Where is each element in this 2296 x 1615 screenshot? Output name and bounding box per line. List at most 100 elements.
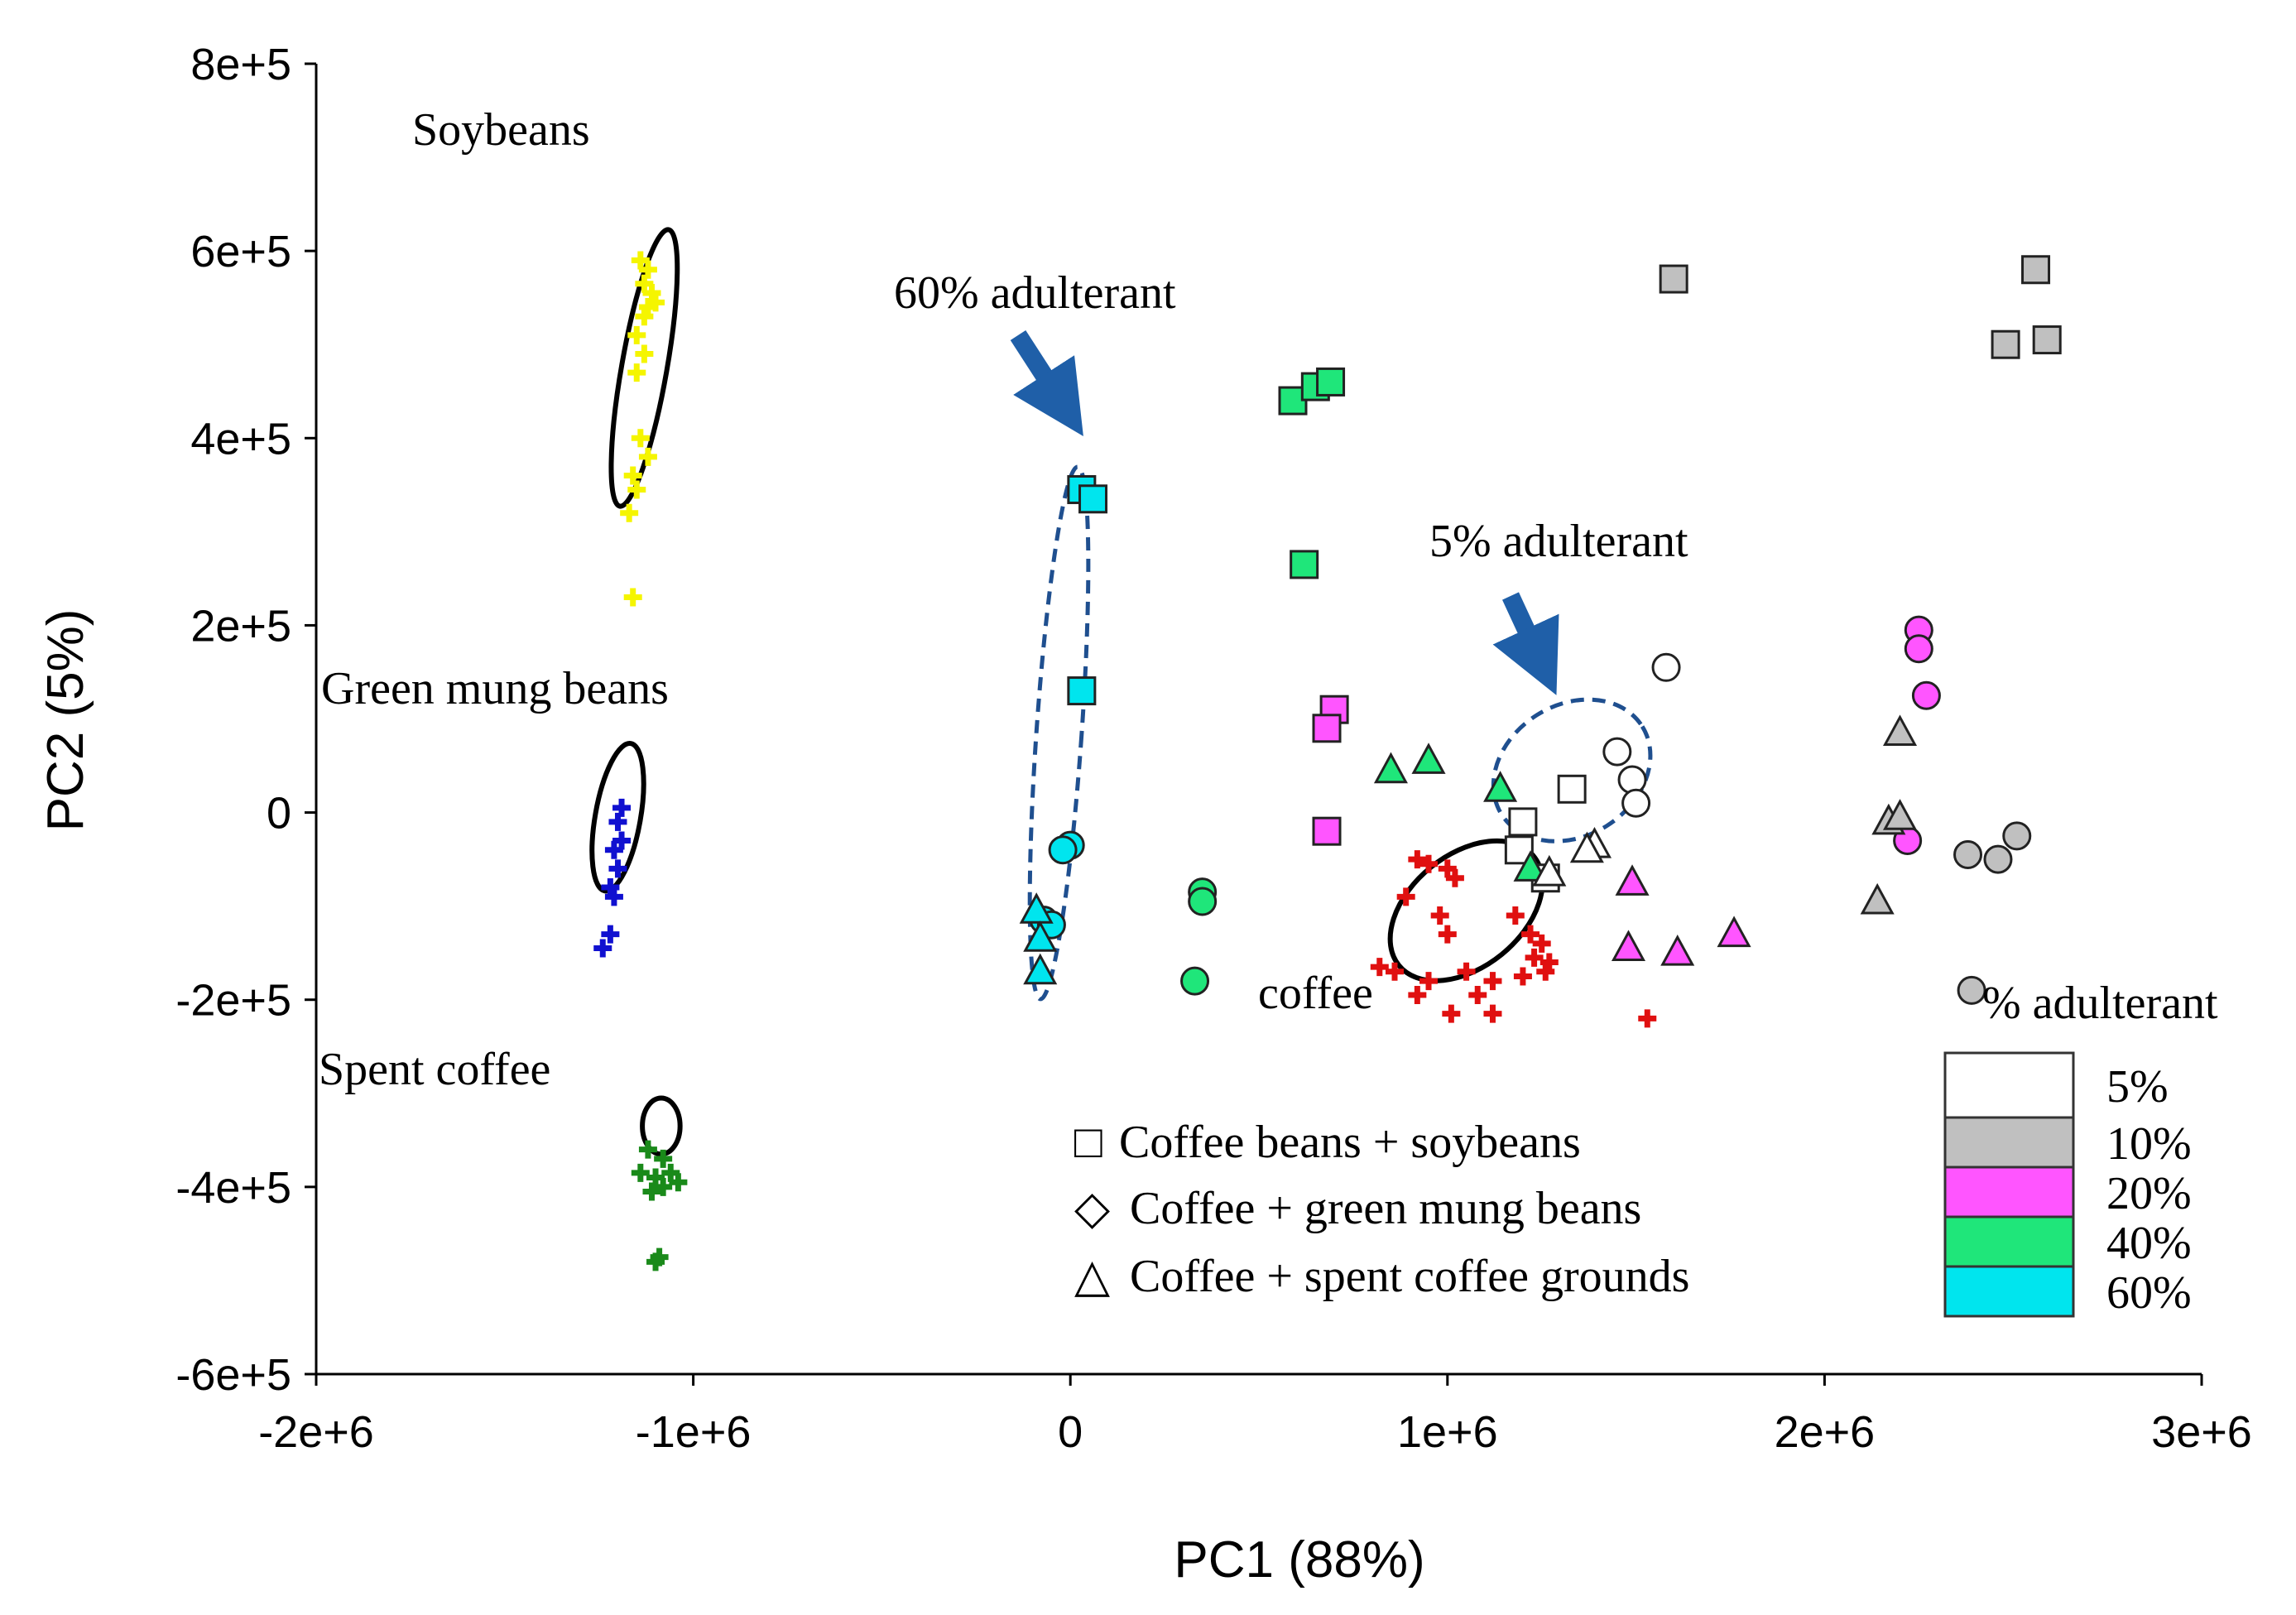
y-axis-title: PC2 (5%) bbox=[37, 609, 94, 832]
point-spent-coffee bbox=[646, 1252, 665, 1271]
point-spent-coffee bbox=[654, 1149, 673, 1168]
legend-swatch-20pct bbox=[1943, 1166, 2075, 1218]
point-circle-5pct bbox=[1602, 737, 1632, 767]
point-soybeans bbox=[635, 307, 654, 326]
point-coffee bbox=[1513, 967, 1532, 986]
point-green-mung-beans bbox=[608, 812, 627, 831]
point-coffee bbox=[1638, 1009, 1657, 1028]
point-circle-10pct bbox=[1983, 844, 2013, 874]
arrow-5-adulterant bbox=[1492, 592, 1559, 695]
point-green-mung-beans bbox=[601, 878, 620, 897]
point-coffee bbox=[1430, 906, 1449, 925]
point-square-10pct bbox=[1991, 329, 2020, 359]
point-triangle-20pct bbox=[1615, 864, 1650, 896]
y-tick-label: -2e+5 bbox=[175, 976, 291, 1026]
point-soybeans bbox=[642, 284, 661, 303]
point-spent-coffee bbox=[631, 1163, 650, 1182]
point-square-10pct bbox=[2032, 325, 2062, 355]
legend-label-40pct: 40% bbox=[2106, 1218, 2192, 1269]
y-tick-label: -4e+5 bbox=[175, 1163, 291, 1213]
legend-label-spent: Coffee + spent coffee grounds bbox=[1130, 1251, 1689, 1302]
point-circle-5pct bbox=[1651, 652, 1681, 682]
point-square-40pct bbox=[1290, 550, 1319, 579]
legend-marker-square: □ bbox=[1074, 1117, 1102, 1168]
point-triangle-40pct bbox=[1483, 771, 1518, 802]
legend-marker-triangle: △ bbox=[1074, 1251, 1110, 1302]
y-tick-label: 0 bbox=[267, 789, 291, 839]
point-circle-5pct bbox=[1621, 788, 1651, 818]
point-triangle-60pct bbox=[1023, 953, 1058, 985]
point-spent-coffee bbox=[661, 1163, 680, 1182]
point-coffee bbox=[1396, 887, 1415, 906]
point-square-40pct bbox=[1316, 367, 1346, 397]
adulterant-legend: % adulterant 5%10%20%40%60% bbox=[1943, 978, 2218, 1319]
point-green-mung-beans bbox=[601, 925, 620, 944]
point-triangle-60pct bbox=[1019, 892, 1054, 924]
point-coffee bbox=[1532, 934, 1551, 953]
point-triangle-40pct bbox=[1513, 850, 1548, 882]
point-green-mung-beans bbox=[604, 887, 623, 906]
legend-swatch-60pct bbox=[1943, 1265, 2075, 1318]
point-circle-40pct bbox=[1188, 887, 1218, 916]
legend-item-mung: ◇ Coffee + green mung beans bbox=[1074, 1183, 1641, 1234]
point-triangle-5pct bbox=[1532, 854, 1567, 887]
data-points bbox=[593, 251, 2062, 1271]
point-coffee bbox=[1457, 962, 1476, 981]
point-spent-coffee bbox=[646, 1168, 665, 1187]
point-square-10pct bbox=[1659, 264, 1688, 294]
point-coffee bbox=[1438, 859, 1457, 878]
legend-label-20pct: 20% bbox=[2106, 1168, 2192, 1219]
legend-label-soybeans: Coffee beans + soybeans bbox=[1119, 1117, 1581, 1168]
ellipse-soybeans bbox=[608, 227, 680, 509]
label-coffee: coffee bbox=[1258, 968, 1373, 1019]
point-coffee bbox=[1442, 1004, 1461, 1023]
legend-title-adulterant: % adulterant bbox=[1982, 978, 2218, 1029]
label-60-adulterant: 60% adulterant bbox=[894, 267, 1176, 319]
arrow-60-adulterant bbox=[1010, 330, 1083, 436]
point-circle-5pct bbox=[1617, 765, 1647, 795]
point-coffee bbox=[1506, 906, 1525, 925]
legend-label-5pct: 5% bbox=[2106, 1061, 2169, 1113]
point-soybeans bbox=[627, 363, 646, 382]
point-coffee bbox=[1483, 1004, 1502, 1023]
legend-label-mung: Coffee + green mung beans bbox=[1130, 1183, 1641, 1234]
point-spent-coffee bbox=[669, 1173, 688, 1192]
label-spent-coffee: Spent coffee bbox=[319, 1044, 550, 1095]
point-coffee bbox=[1468, 986, 1487, 1005]
point-circle-10pct bbox=[2002, 821, 2032, 851]
point-coffee bbox=[1536, 962, 1555, 981]
label-soybeans: Soybeans bbox=[412, 104, 590, 156]
point-circle-20pct bbox=[1911, 680, 1941, 710]
point-circle-20pct bbox=[1904, 634, 1933, 664]
x-tick-label: 1e+6 bbox=[1397, 1407, 1498, 1457]
point-soybeans bbox=[635, 274, 654, 293]
point-coffee bbox=[1419, 854, 1439, 873]
point-coffee bbox=[1539, 953, 1559, 972]
point-soybeans bbox=[623, 588, 642, 607]
legend-marker-diamond: ◇ bbox=[1074, 1183, 1110, 1234]
point-circle-10pct bbox=[1953, 839, 1983, 869]
point-triangle-60pct bbox=[1023, 920, 1058, 952]
label-5-adulterant: 5% adulterant bbox=[1429, 516, 1688, 567]
x-ticks: -2e+6 -1e+6 0 1e+6 2e+6 3e+6 bbox=[258, 1374, 2252, 1457]
point-triangle-10pct bbox=[1860, 882, 1895, 915]
point-triangle-20pct bbox=[1660, 935, 1695, 966]
x-tick-label: 3e+6 bbox=[2151, 1407, 2252, 1457]
axes: -2e+6 -1e+6 0 1e+6 2e+6 3e+6 8e+5 6e+5 4e+5 2e+5… bbox=[175, 40, 2251, 1457]
y-tick-label: 4e+5 bbox=[190, 414, 291, 464]
point-triangle-5pct bbox=[1569, 831, 1604, 863]
point-triangle-40pct bbox=[1411, 743, 1446, 774]
point-coffee bbox=[1445, 868, 1464, 887]
legend-swatch-10pct bbox=[1943, 1116, 2075, 1169]
label-green-mung-beans: Green mung beans bbox=[321, 663, 669, 714]
point-triangle-20pct bbox=[1717, 916, 1751, 948]
point-coffee bbox=[1408, 850, 1427, 869]
point-soybeans bbox=[631, 251, 650, 270]
ellipse-green-mung-beans bbox=[589, 741, 646, 894]
point-green-mung-beans bbox=[612, 798, 632, 817]
x-tick-label: 0 bbox=[1058, 1407, 1083, 1457]
point-spent-coffee bbox=[654, 1177, 673, 1196]
point-circle-40pct bbox=[1180, 966, 1210, 996]
cluster-ellipses bbox=[589, 227, 1653, 1157]
